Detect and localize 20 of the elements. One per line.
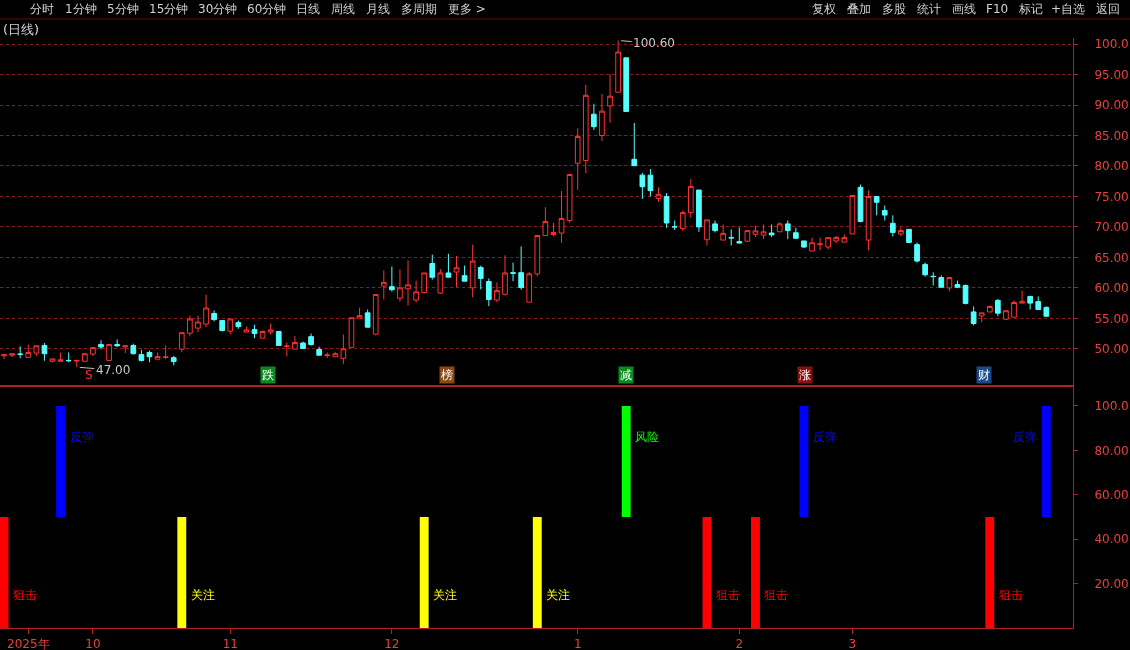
text: 多股 — [882, 2, 906, 16]
text: 更多 > — [448, 2, 486, 16]
text: 统计 — [917, 2, 941, 16]
text: 30分钟 — [198, 2, 238, 16]
text: +自选 — [1051, 2, 1086, 16]
text: 5分钟 — [107, 2, 139, 16]
text: F10 — [986, 2, 1009, 16]
text: 多周期 — [401, 2, 437, 16]
text: 月线 — [366, 2, 390, 16]
text: 复权 — [812, 2, 836, 16]
text: 标记 — [1018, 2, 1043, 16]
text: 周线 — [331, 2, 355, 16]
text: 60分钟 — [247, 2, 287, 16]
text: 日线 — [296, 2, 320, 16]
text: 返回 — [1096, 2, 1120, 16]
text: 叠加 — [847, 2, 871, 16]
text: 1分钟 — [65, 2, 97, 16]
text: 分时 — [30, 2, 54, 16]
text: 15分钟 — [149, 2, 189, 16]
text: 画线 — [952, 2, 976, 16]
